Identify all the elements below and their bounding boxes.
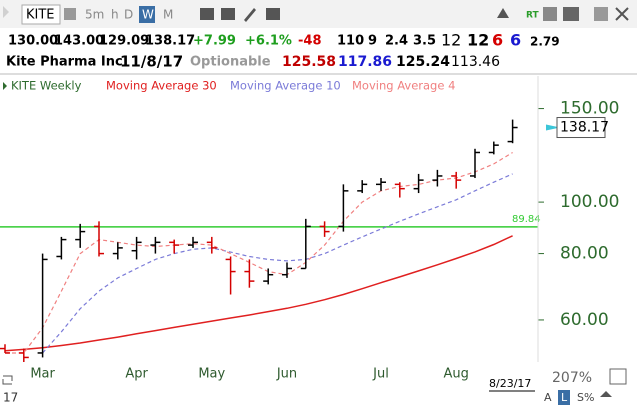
- last-price-label: 138.17: [560, 120, 609, 136]
- x-tick-label: May: [198, 367, 225, 382]
- legend-entry: Moving Average 10: [230, 79, 341, 93]
- x-tick-label: Aug: [444, 367, 469, 382]
- toolbar: [0, 0, 637, 28]
- plot-area: 150.00 100.00 80.00 60.00 89.84 Mar Apr May Jun J…: [0, 79, 619, 382]
- info-date: 11/8/17: [120, 53, 183, 71]
- footer-button[interactable]: A: [544, 391, 552, 404]
- footer-year: 17: [3, 391, 18, 405]
- quote-value: 3.5: [413, 34, 436, 49]
- quote-value: 12: [467, 31, 489, 50]
- legend-entry: Moving Average 30: [106, 79, 217, 93]
- moving-average-line: [5, 151, 513, 354]
- icon: [3, 6, 9, 18]
- zoom-level: 207%: [552, 370, 592, 386]
- icon[interactable]: [497, 8, 509, 18]
- quote-value: 9: [368, 34, 377, 49]
- y-tick-label: 150.00: [560, 99, 619, 119]
- period-button[interactable]: D: [124, 8, 133, 22]
- moving-average-line: [4, 235, 513, 352]
- quote-change: +7.99: [193, 34, 236, 49]
- icon[interactable]: [244, 8, 256, 22]
- footer-button[interactable]: S%: [577, 391, 594, 404]
- period-button[interactable]: M: [163, 8, 173, 22]
- optionable: Optionable: [190, 55, 271, 70]
- selected-button[interactable]: [558, 390, 570, 405]
- y-tick-label: 60.00: [560, 310, 609, 330]
- selected-period[interactable]: [139, 6, 155, 23]
- icon[interactable]: [221, 8, 235, 20]
- icon[interactable]: [600, 391, 612, 397]
- realtime-indicator: RT: [526, 11, 540, 21]
- info-value: 125.24: [396, 54, 450, 70]
- quote-value: -48: [298, 34, 322, 49]
- icon[interactable]: [64, 8, 76, 20]
- y-tick-label: 100.00: [560, 192, 619, 212]
- x-tick-label: Jul: [372, 367, 389, 382]
- legend-entry: KITE Weekly: [11, 79, 82, 93]
- icon[interactable]: [266, 8, 280, 20]
- icon[interactable]: [2, 375, 13, 385]
- legend-icon: [3, 82, 7, 90]
- symbol[interactable]: KITE: [26, 8, 55, 23]
- icon[interactable]: [200, 8, 214, 20]
- quote-value: 12: [441, 31, 461, 50]
- quote-low: 129.09: [99, 34, 149, 49]
- last-price-box: [556, 117, 606, 139]
- moving-average-line: [42, 173, 513, 354]
- x-tick-label: Apr: [125, 367, 148, 382]
- last-price-arrow: [546, 124, 560, 131]
- close-icon[interactable]: [615, 7, 629, 21]
- info-value: 113.46: [451, 54, 500, 70]
- quote-high: 143.00: [54, 34, 104, 49]
- quote-value: 6: [510, 31, 521, 50]
- quote-value: 6: [492, 31, 503, 50]
- legend-entry: Moving Average 4: [352, 79, 455, 93]
- period-button[interactable]: W: [142, 8, 154, 22]
- symbol-box[interactable]: [21, 4, 61, 25]
- quote-last: 138.17: [145, 34, 195, 49]
- toolbar-icons: [200, 7, 629, 22]
- period-button[interactable]: h: [111, 8, 119, 22]
- zoom-button[interactable]: [609, 368, 627, 385]
- period-button[interactable]: 5m: [85, 8, 104, 22]
- info-value: 125.58: [282, 54, 336, 70]
- footer-button[interactable]: L: [561, 391, 568, 404]
- reference-label: 89.84: [512, 214, 541, 225]
- quote-open: 130.00: [8, 34, 58, 49]
- y-tick-label: 80.00: [560, 244, 609, 264]
- footer-date: 8/23/17: [489, 377, 531, 390]
- icon[interactable]: [563, 7, 579, 21]
- x-tick-label: Jun: [276, 367, 297, 382]
- quote-value: 2.4: [385, 34, 408, 49]
- x-tick-label: Mar: [30, 367, 55, 382]
- quote-value: 110: [337, 34, 364, 49]
- info-value: 117.86: [338, 54, 392, 70]
- quote-change-pct: +6.1%: [245, 34, 292, 49]
- quote-value: 2.79: [530, 35, 560, 49]
- icon[interactable]: [594, 7, 608, 21]
- company-name: Kite Pharma Inc: [6, 55, 123, 70]
- icon[interactable]: [543, 7, 557, 21]
